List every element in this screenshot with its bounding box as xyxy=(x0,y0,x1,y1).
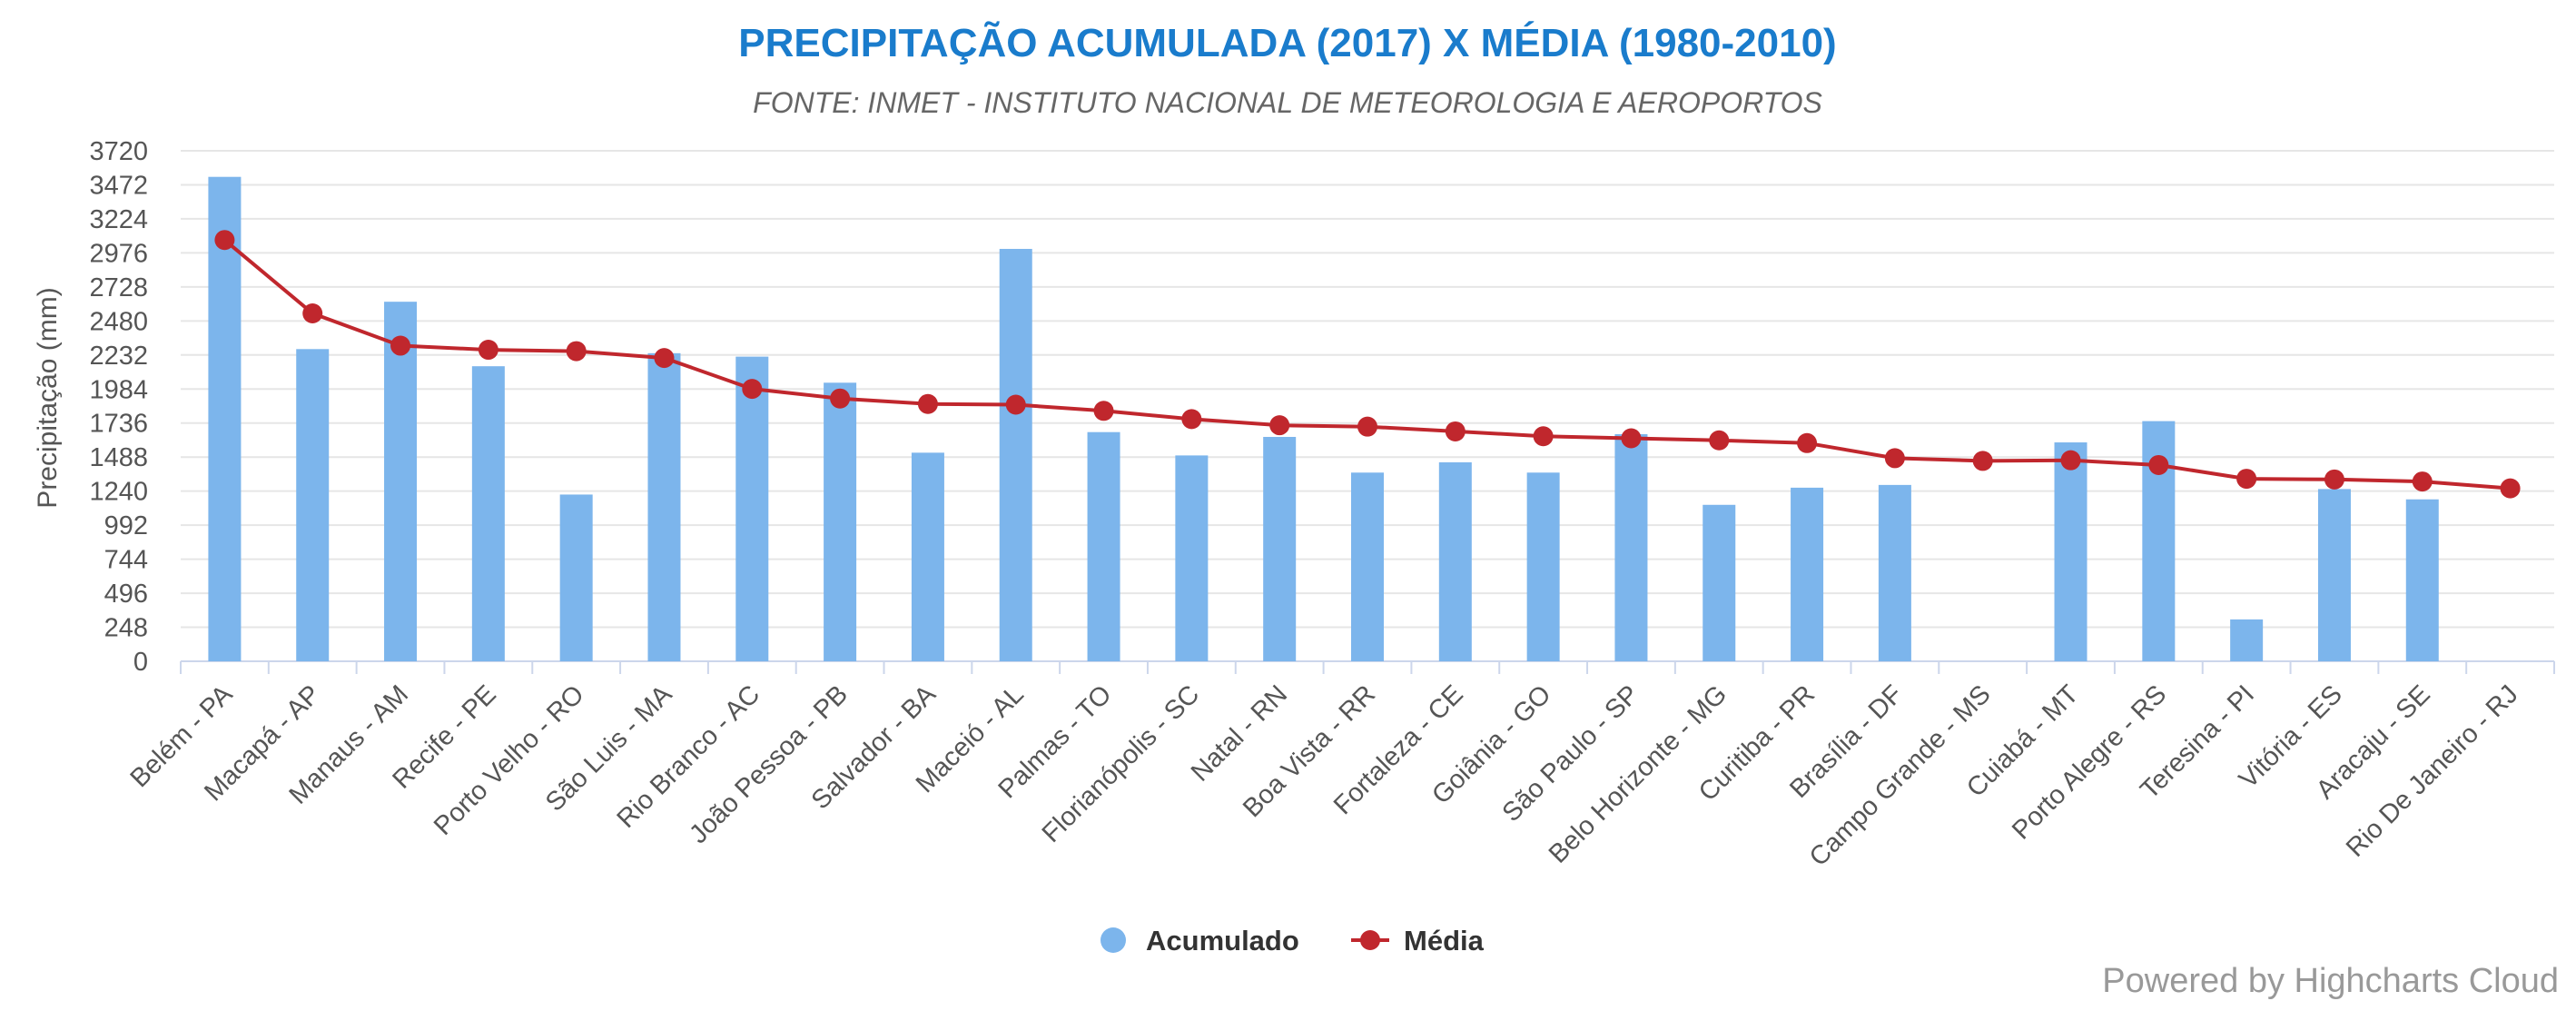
bar-acumulado[interactable] xyxy=(2230,619,2264,661)
bar-acumulado[interactable] xyxy=(999,249,1032,661)
legend-acumulado-label: Acumulado xyxy=(1146,925,1299,956)
media-point[interactable] xyxy=(2324,469,2344,490)
media-point[interactable] xyxy=(1709,430,1730,451)
bar-acumulado[interactable] xyxy=(1526,472,1560,661)
media-series xyxy=(214,230,2521,499)
media-point[interactable] xyxy=(214,230,235,251)
legend-item-acumulado[interactable]: Acumulado xyxy=(1100,925,1299,956)
y-tick-label: 1984 xyxy=(89,375,148,404)
bar-acumulado[interactable] xyxy=(2317,489,2351,661)
legend: Acumulado Média xyxy=(1100,925,1485,956)
y-tick-label: 1736 xyxy=(89,410,148,439)
legend-acumulado-symbol xyxy=(1100,927,1126,953)
y-tick-label: 496 xyxy=(104,580,148,609)
media-point[interactable] xyxy=(1005,394,1026,415)
media-point[interactable] xyxy=(2236,469,2257,490)
media-point[interactable] xyxy=(917,393,938,414)
y-tick-label: 3472 xyxy=(89,171,148,200)
legend-item-media[interactable]: Média xyxy=(1351,925,1485,956)
y-tick-label: 248 xyxy=(104,614,148,643)
bar-acumulado[interactable] xyxy=(911,452,944,661)
bar-acumulado[interactable] xyxy=(384,302,418,661)
y-tick-label: 0 xyxy=(133,648,148,677)
bar-acumulado[interactable] xyxy=(2054,442,2087,661)
bar-acumulado[interactable] xyxy=(1791,487,1824,661)
media-point[interactable] xyxy=(302,303,323,324)
bar-acumulado[interactable] xyxy=(1087,431,1120,661)
bar-acumulado[interactable] xyxy=(559,494,593,661)
media-point[interactable] xyxy=(742,379,763,400)
y-tick-label: 2976 xyxy=(89,239,148,268)
media-point[interactable] xyxy=(1972,451,1993,471)
media-point[interactable] xyxy=(1181,409,1202,430)
bar-acumulado[interactable] xyxy=(647,352,681,661)
media-point[interactable] xyxy=(478,340,498,361)
media-point[interactable] xyxy=(1533,426,1554,447)
bar-acumulado[interactable] xyxy=(1438,461,1472,661)
bar-acumulado[interactable] xyxy=(2405,499,2439,661)
y-axis: 0 248 496 744 992 1240 1488 1736 1984 2232 2480 272… xyxy=(89,137,148,677)
legend-media-symbol xyxy=(1360,930,1380,950)
y-tick-label: 3224 xyxy=(89,205,148,234)
media-point[interactable] xyxy=(2412,471,2433,492)
bar-acumulado[interactable] xyxy=(296,349,330,661)
media-point[interactable] xyxy=(2500,478,2521,499)
media-point[interactable] xyxy=(2060,450,2081,471)
media-point[interactable] xyxy=(830,388,851,409)
media-point[interactable] xyxy=(1269,415,1290,436)
legend-media-label: Média xyxy=(1404,925,1485,956)
bar-acumulado[interactable] xyxy=(471,366,505,661)
bar-acumulado[interactable] xyxy=(735,356,769,661)
chart-subtitle: FONTE: INMET - INSTITUTO NACIONAL DE MET… xyxy=(753,86,1822,119)
bar-acumulado[interactable] xyxy=(1878,484,1911,661)
media-point[interactable] xyxy=(1357,416,1377,437)
media-point[interactable] xyxy=(1884,448,1905,469)
y-tick-label: 2480 xyxy=(89,307,148,336)
y-tick-label: 2728 xyxy=(89,273,148,302)
bar-acumulado[interactable] xyxy=(824,382,857,661)
bar-acumulado[interactable] xyxy=(1614,433,1648,661)
media-point[interactable] xyxy=(1445,421,1466,441)
y-tick-label: 992 xyxy=(104,511,148,540)
bar-acumulado[interactable] xyxy=(208,176,242,662)
media-point[interactable] xyxy=(2148,454,2169,475)
y-tick-label: 3720 xyxy=(89,137,148,166)
bar-acumulado[interactable] xyxy=(1263,436,1297,661)
acumulado-series xyxy=(208,176,2439,662)
y-tick-label: 2232 xyxy=(89,342,148,371)
y-axis-title: Precipitação (mm) xyxy=(33,287,63,508)
credits-link[interactable]: Powered by Highcharts Cloud xyxy=(2102,962,2559,1000)
media-point[interactable] xyxy=(1797,432,1818,453)
media-point[interactable] xyxy=(654,348,675,369)
bar-acumulado[interactable] xyxy=(1703,504,1736,661)
media-point[interactable] xyxy=(1093,401,1114,421)
y-tick-label: 744 xyxy=(104,546,148,575)
bar-acumulado[interactable] xyxy=(1351,472,1384,661)
y-tick-label: 1240 xyxy=(89,478,148,507)
media-point[interactable] xyxy=(390,335,411,356)
chart-title: PRECIPITAÇÃO ACUMULADA (2017) X MÉDIA (1… xyxy=(738,20,1836,65)
media-point[interactable] xyxy=(1621,428,1642,449)
y-tick-label: 1488 xyxy=(89,443,148,472)
bar-acumulado[interactable] xyxy=(1175,455,1209,661)
media-point[interactable] xyxy=(566,341,587,362)
